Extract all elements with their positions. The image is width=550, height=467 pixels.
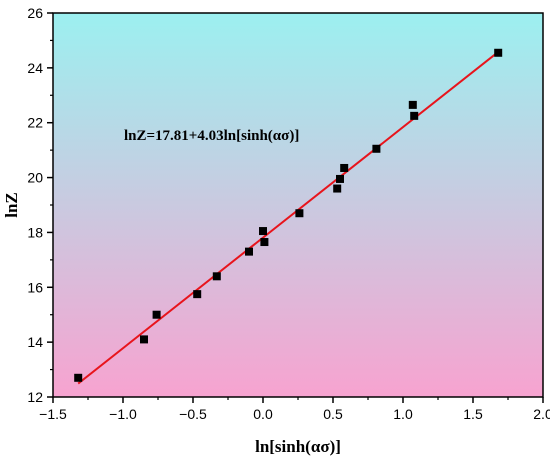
y-tick-label: 20 [27,170,43,186]
data-point [140,335,148,344]
data-point [193,290,202,299]
data-point [260,238,269,247]
x-tick-label: 1.5 [463,406,483,422]
x-tick-label: −0.5 [179,406,207,422]
data-point [333,184,342,193]
annotation-equation: lnZ=17.81+4.03ln[sinh(ασ)] [124,128,299,144]
data-point [212,272,221,281]
data-point [494,48,503,57]
y-tick-label: 14 [27,334,43,350]
y-tick-label: 16 [27,279,43,295]
x-tick-label: 1.0 [393,406,413,422]
data-point [340,163,349,172]
data-point [372,144,381,153]
x-tick-label: 0.5 [323,406,343,422]
y-tick-label: 22 [27,115,43,131]
x-tick-label: 2.0 [533,406,550,422]
data-point [410,111,419,120]
data-point [74,373,83,382]
fit-line [77,51,499,385]
x-tick-label: −1.0 [109,406,137,422]
y-tick-label: 18 [27,224,43,240]
y-tick-label: 12 [27,389,43,405]
y-axis-title: lnZ [2,192,21,218]
data-point [152,310,161,319]
data-point [245,247,253,256]
data-point [408,100,417,109]
plot-background [53,13,543,397]
y-tick-label: 26 [27,5,43,21]
x-tick-label: −1.5 [39,406,67,422]
y-tick-label: 24 [27,60,43,76]
data-point [295,209,304,218]
x-tick-label: 0.0 [253,406,273,422]
x-axis-title: ln[sinh(ασ)] [255,437,341,456]
data-point [336,174,344,183]
data-point [259,227,267,236]
